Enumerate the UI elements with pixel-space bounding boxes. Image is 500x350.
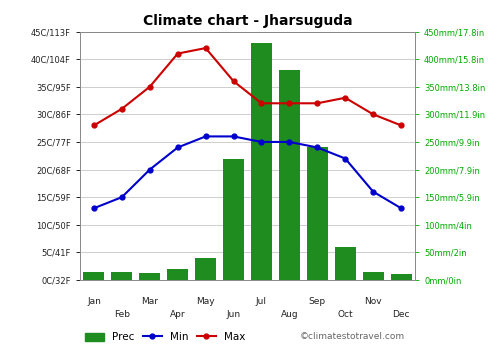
Bar xyxy=(112,272,132,280)
Legend: Prec, Min, Max: Prec, Min, Max xyxy=(85,332,245,342)
Text: Jun: Jun xyxy=(226,310,240,319)
Bar xyxy=(140,273,160,280)
Bar xyxy=(84,272,104,280)
Bar xyxy=(362,272,384,280)
Text: Jan: Jan xyxy=(87,296,101,306)
Text: Jul: Jul xyxy=(256,296,267,306)
Bar xyxy=(334,247,355,280)
Bar xyxy=(195,258,216,280)
Text: Aug: Aug xyxy=(280,310,298,319)
Text: Feb: Feb xyxy=(114,310,130,319)
Text: Dec: Dec xyxy=(392,310,410,319)
Text: Sep: Sep xyxy=(308,296,326,306)
Bar xyxy=(279,70,300,280)
Bar xyxy=(167,269,188,280)
Text: Mar: Mar xyxy=(142,296,158,306)
Bar xyxy=(307,147,328,280)
Bar xyxy=(390,274,411,280)
Text: Nov: Nov xyxy=(364,296,382,306)
Title: Climate chart - Jharsuguda: Climate chart - Jharsuguda xyxy=(142,14,352,28)
Text: Apr: Apr xyxy=(170,310,186,319)
Text: ©climatestotravel.com: ©climatestotravel.com xyxy=(300,332,405,341)
Text: Oct: Oct xyxy=(338,310,353,319)
Bar xyxy=(223,159,244,280)
Text: May: May xyxy=(196,296,215,306)
Bar xyxy=(251,43,272,280)
